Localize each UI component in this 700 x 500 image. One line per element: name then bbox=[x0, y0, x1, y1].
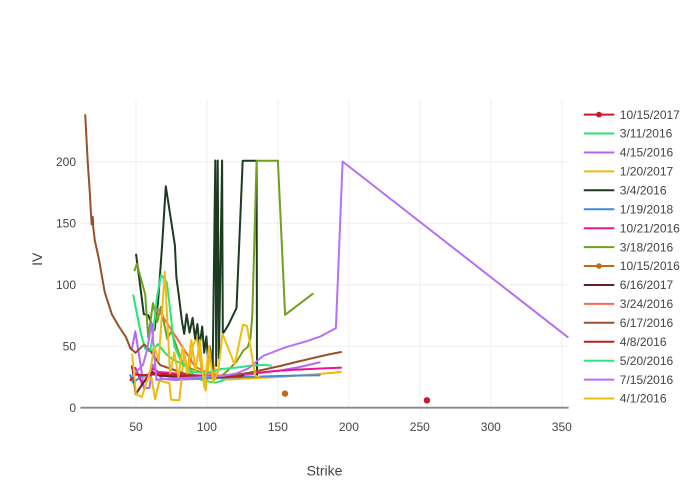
svg-text:3/24/2016: 3/24/2016 bbox=[620, 297, 674, 311]
svg-text:IV: IV bbox=[29, 252, 45, 266]
svg-text:150: 150 bbox=[56, 216, 76, 230]
svg-text:100: 100 bbox=[197, 420, 217, 434]
svg-text:5/20/2016: 5/20/2016 bbox=[620, 354, 674, 368]
svg-text:10/15/2016: 10/15/2016 bbox=[620, 259, 680, 273]
svg-text:10/15/2017: 10/15/2017 bbox=[620, 108, 680, 122]
svg-text:200: 200 bbox=[56, 155, 76, 169]
svg-text:6/16/2017: 6/16/2017 bbox=[620, 278, 674, 292]
svg-text:4/8/2016: 4/8/2016 bbox=[620, 335, 667, 349]
svg-text:50: 50 bbox=[129, 420, 143, 434]
svg-text:4/1/2016: 4/1/2016 bbox=[620, 392, 667, 406]
svg-text:0: 0 bbox=[69, 401, 76, 415]
svg-text:6/17/2016: 6/17/2016 bbox=[620, 316, 674, 330]
svg-text:10/21/2016: 10/21/2016 bbox=[620, 221, 680, 235]
svg-text:1/19/2018: 1/19/2018 bbox=[620, 202, 674, 216]
svg-text:Strike: Strike bbox=[307, 462, 343, 478]
svg-text:3/18/2016: 3/18/2016 bbox=[620, 240, 674, 254]
svg-text:350: 350 bbox=[552, 420, 572, 434]
svg-text:200: 200 bbox=[339, 420, 359, 434]
svg-text:3/11/2016: 3/11/2016 bbox=[620, 127, 673, 141]
svg-text:50: 50 bbox=[63, 339, 77, 353]
svg-text:4/15/2016: 4/15/2016 bbox=[620, 146, 674, 160]
svg-text:100: 100 bbox=[56, 278, 76, 292]
svg-text:300: 300 bbox=[481, 420, 501, 434]
svg-text:150: 150 bbox=[268, 420, 288, 434]
svg-text:1/20/2017: 1/20/2017 bbox=[620, 165, 674, 179]
svg-text:7/15/2016: 7/15/2016 bbox=[620, 373, 674, 387]
svg-text:3/4/2016: 3/4/2016 bbox=[620, 184, 667, 198]
svg-text:250: 250 bbox=[410, 420, 430, 434]
